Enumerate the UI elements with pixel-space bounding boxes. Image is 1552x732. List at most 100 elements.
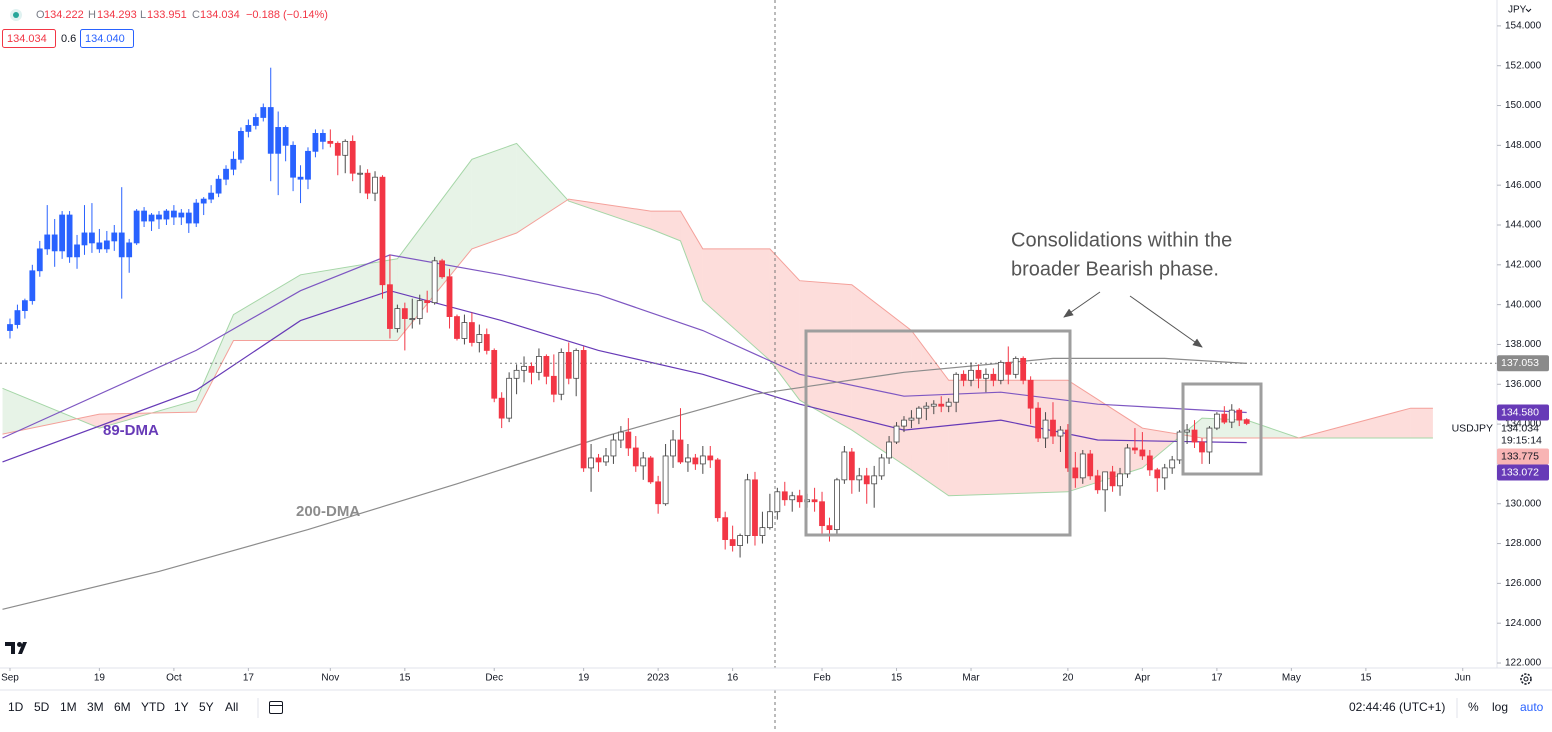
axes-layer: 122.000124.000126.000128.000130.000132.0… bbox=[1, 21, 1549, 684]
candle-body bbox=[983, 373, 989, 379]
sell-box[interactable] bbox=[2, 29, 56, 48]
candle-body bbox=[528, 365, 535, 373]
cloud-fill bbox=[233, 274, 301, 341]
range-button[interactable]: All bbox=[225, 700, 238, 714]
candle-body bbox=[260, 107, 267, 118]
price-tag-label: 133.072 bbox=[1501, 466, 1539, 478]
candle-body bbox=[178, 212, 185, 218]
candle-body bbox=[1132, 447, 1138, 451]
price-tag bbox=[1497, 355, 1549, 372]
currency-chevron[interactable] bbox=[1525, 8, 1532, 13]
x-tick-label: 17 bbox=[243, 673, 255, 684]
range-button[interactable]: 1D bbox=[8, 700, 24, 714]
range-button[interactable]: 1M bbox=[60, 700, 77, 714]
candle-body bbox=[707, 455, 714, 461]
candle-body bbox=[431, 260, 438, 304]
candle-body bbox=[543, 355, 550, 377]
candle-body bbox=[625, 431, 632, 449]
buy-price[interactable]: 134.040 bbox=[85, 33, 125, 45]
x-tick-label: Jun bbox=[1455, 673, 1471, 684]
goto-date-icon[interactable] bbox=[269, 701, 283, 714]
cloud-fill bbox=[799, 280, 852, 431]
auto-toggle[interactable]: auto bbox=[1520, 700, 1544, 714]
candle-body bbox=[662, 455, 669, 505]
candle-body bbox=[1236, 409, 1243, 421]
cloud-fill bbox=[300, 258, 398, 341]
y-tick-label: 144.000 bbox=[1505, 220, 1542, 231]
x-tick-label: 19 bbox=[578, 673, 590, 684]
annotation: broader Bearish phase. bbox=[1011, 258, 1219, 280]
ma-line bbox=[2, 290, 1247, 463]
candle-body bbox=[21, 300, 28, 312]
percent-toggle[interactable]: % bbox=[1468, 700, 1479, 714]
ohlc-key: H bbox=[88, 9, 96, 21]
candle-body bbox=[595, 457, 602, 463]
candle-body bbox=[521, 365, 527, 371]
candle-body bbox=[7, 324, 13, 331]
cloud-fill bbox=[1410, 408, 1433, 439]
candle-body bbox=[819, 501, 825, 527]
candle-body bbox=[856, 475, 863, 481]
candle-body bbox=[1191, 429, 1198, 443]
range-button[interactable]: 5Y bbox=[199, 700, 214, 714]
candle-layer bbox=[7, 67, 1250, 558]
candle-body bbox=[230, 158, 237, 170]
candle-body bbox=[297, 176, 304, 180]
sell-price[interactable]: 134.034 bbox=[7, 33, 47, 45]
candle-body bbox=[655, 481, 662, 505]
candle-body bbox=[342, 140, 349, 156]
candle-body bbox=[610, 439, 617, 457]
candle-body bbox=[930, 403, 937, 407]
range-button[interactable]: 3M bbox=[87, 700, 104, 714]
candle-body bbox=[133, 210, 140, 244]
candle-body bbox=[744, 479, 751, 536]
candle-body bbox=[1050, 419, 1056, 437]
candle-body bbox=[126, 242, 133, 258]
candle-body bbox=[975, 369, 982, 379]
candle-body bbox=[513, 369, 520, 379]
candle-body bbox=[141, 210, 147, 222]
x-tick-label: 17 bbox=[1211, 673, 1223, 684]
candle-body bbox=[722, 517, 729, 540]
range-button[interactable]: YTD bbox=[141, 700, 165, 714]
candle-body bbox=[1117, 473, 1123, 487]
currency[interactable]: JPY bbox=[1508, 5, 1527, 16]
range-button[interactable]: 5D bbox=[34, 700, 50, 714]
x-tick-label: Nov bbox=[321, 673, 339, 684]
candle-body bbox=[267, 107, 274, 154]
candle-body bbox=[878, 457, 885, 477]
candle-body bbox=[252, 117, 259, 126]
candle-body bbox=[893, 425, 900, 443]
log-toggle[interactable]: log bbox=[1492, 700, 1508, 714]
y-tick-label: 150.000 bbox=[1505, 100, 1542, 111]
candle-body bbox=[491, 350, 498, 399]
range-button[interactable]: 1Y bbox=[174, 700, 189, 714]
candle-body bbox=[238, 131, 244, 160]
candle-body bbox=[968, 369, 974, 381]
settings-icon[interactable] bbox=[1523, 676, 1529, 682]
candle-body bbox=[1005, 361, 1012, 375]
candle-body bbox=[96, 242, 103, 250]
candle-body bbox=[1199, 441, 1205, 453]
y-tick-label: 134.000 bbox=[1505, 419, 1542, 430]
range-button[interactable]: 6M bbox=[114, 700, 131, 714]
status-icon bbox=[13, 12, 19, 18]
candle-body bbox=[1027, 379, 1034, 409]
price-tag-label: 137.053 bbox=[1501, 357, 1539, 369]
cloud-fill bbox=[650, 211, 681, 241]
candle-body bbox=[148, 214, 155, 222]
candle-body bbox=[312, 133, 319, 152]
buy-box[interactable] bbox=[80, 29, 134, 48]
cloud-fill bbox=[948, 380, 1068, 496]
x-tick-label: Mar bbox=[962, 673, 980, 684]
settings-icon[interactable] bbox=[1520, 673, 1532, 685]
candle-body bbox=[290, 144, 296, 178]
candle-body bbox=[789, 495, 796, 501]
x-tick-label: 16 bbox=[727, 673, 739, 684]
ohlc-change: −0.188 (−0.14%) bbox=[246, 9, 328, 21]
candle-body bbox=[185, 212, 192, 224]
clock[interactable]: 02:44:46 (UTC+1) bbox=[1349, 700, 1445, 714]
candle-body bbox=[223, 168, 229, 180]
ohlc-value: 134.222 bbox=[44, 9, 84, 21]
